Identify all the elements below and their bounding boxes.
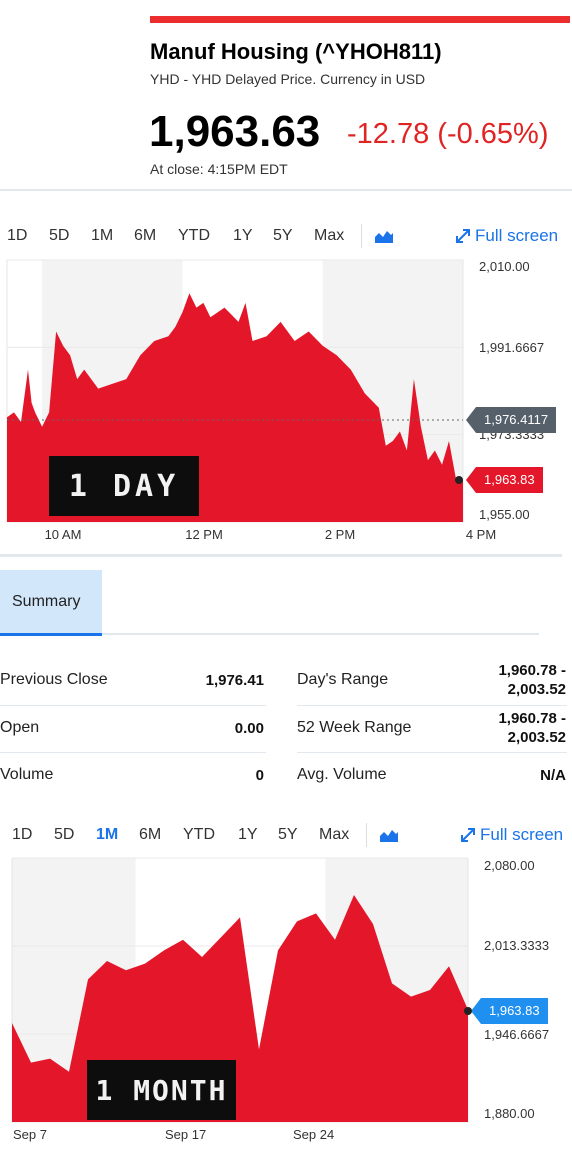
range-max[interactable]: Max (314, 227, 345, 244)
close-timestamp: At close: 4:15PM EDT (150, 161, 288, 177)
last-price-marker (464, 1007, 472, 1015)
y-tick-label: 1,880.00 (484, 1106, 535, 1121)
row-divider (0, 705, 266, 706)
last-price-marker (455, 476, 463, 484)
time-range-stamp: 1 DAY (49, 456, 199, 516)
row-divider (297, 705, 567, 706)
quote-title: Manuf Housing (^YHOH811) (150, 39, 442, 64)
y-tick-label: 2,080.00 (484, 858, 535, 873)
stat-value-days-range: 1,960.78 - 2,003.52 (498, 661, 566, 699)
y-tick-label: 2,013.3333 (484, 938, 550, 953)
brand-accent-bar (150, 16, 570, 23)
row-divider (297, 752, 567, 753)
x-tick-label: 10 AM (44, 527, 82, 542)
header-divider (0, 189, 572, 191)
stat-value-open: 0.00 (234, 720, 264, 737)
fullscreen-button[interactable]: Full screen (455, 226, 558, 246)
monthly-chart[interactable] (0, 850, 475, 1128)
stat-label-volume: Volume (0, 766, 54, 783)
chart-type-icon[interactable] (374, 228, 394, 244)
previous-close-tag: 1,976.4117 (465, 407, 557, 433)
range-1m[interactable]: 1M (96, 826, 119, 843)
stat-value-previous-close: 1,976.41 (205, 672, 264, 689)
fullscreen-label: Full screen (475, 226, 559, 245)
tab-summary[interactable] (0, 570, 102, 636)
y-tick-label: 1,991.6667 (479, 340, 545, 355)
quote-change: -12.78 (-0.65%) (347, 118, 549, 150)
range-1d[interactable]: 1D (7, 227, 28, 244)
range-1m[interactable]: 1M (91, 227, 114, 244)
stat-label-52-week-range: 52 Week Range (297, 719, 412, 736)
row-divider (0, 752, 266, 753)
range-low: 1,960.78 - (498, 710, 566, 727)
stat-label-days-range: Day's Range (297, 671, 389, 688)
x-tick-label: Sep 17 (165, 1127, 207, 1142)
range-6m[interactable]: 6M (134, 227, 157, 244)
x-tick-label: Sep 7 (13, 1127, 47, 1142)
range-6m[interactable]: 6M (139, 826, 162, 843)
range-5y[interactable]: 5Y (273, 227, 293, 244)
chart-divider (0, 554, 562, 557)
range-high: 2,003.52 (507, 729, 566, 746)
stat-value-52-week-range: 1,960.78 - 2,003.52 (498, 709, 566, 747)
range-separator (361, 224, 362, 248)
range-separator (366, 823, 367, 847)
range-5y[interactable]: 5Y (278, 826, 298, 843)
range-ytd[interactable]: YTD (178, 227, 210, 244)
range-max[interactable]: Max (319, 826, 350, 843)
quote-subtitle: YHD - YHD Delayed Price. Currency in USD (150, 71, 426, 87)
time-range-stamp: 1 MONTH (87, 1060, 236, 1120)
quote-price: 1,963.63 (149, 107, 321, 156)
x-tick-label: Sep 24 (293, 1127, 335, 1142)
tab-bar-line (102, 633, 539, 635)
fullscreen-button[interactable]: Full screen (460, 825, 563, 845)
x-tick-label: 4 PM (465, 527, 497, 542)
stat-value-avg-volume: N/A (540, 767, 566, 784)
last-price-tag: 1,963.83 (466, 467, 543, 493)
range-1d[interactable]: 1D (12, 826, 33, 843)
range-1y[interactable]: 1Y (233, 227, 253, 244)
x-tick-label: 12 PM (185, 527, 223, 542)
expand-icon (456, 229, 470, 243)
tab-summary-label: Summary (12, 593, 81, 610)
stat-value-volume: 0 (255, 767, 264, 784)
y-tick-label: 1,946.6667 (484, 1027, 550, 1042)
range-low: 1,960.78 - (498, 662, 566, 679)
last-price-tag: 1,963.83 (471, 998, 548, 1024)
range-high: 2,003.52 (507, 681, 566, 698)
fullscreen-label: Full screen (480, 825, 564, 844)
stat-label-open: Open (0, 719, 40, 736)
range-ytd[interactable]: YTD (183, 826, 215, 843)
chart-type-icon[interactable] (379, 827, 399, 843)
range-5d[interactable]: 5D (49, 227, 70, 244)
x-tick-label: 2 PM (324, 527, 356, 542)
range-5d[interactable]: 5D (54, 826, 75, 843)
stat-label-previous-close: Previous Close (0, 671, 108, 688)
y-tick-label: 1,955.00 (479, 507, 530, 522)
stat-label-avg-volume: Avg. Volume (297, 766, 387, 783)
y-tick-label: 2,010.00 (479, 259, 530, 274)
expand-icon (461, 828, 475, 842)
range-1y[interactable]: 1Y (238, 826, 258, 843)
